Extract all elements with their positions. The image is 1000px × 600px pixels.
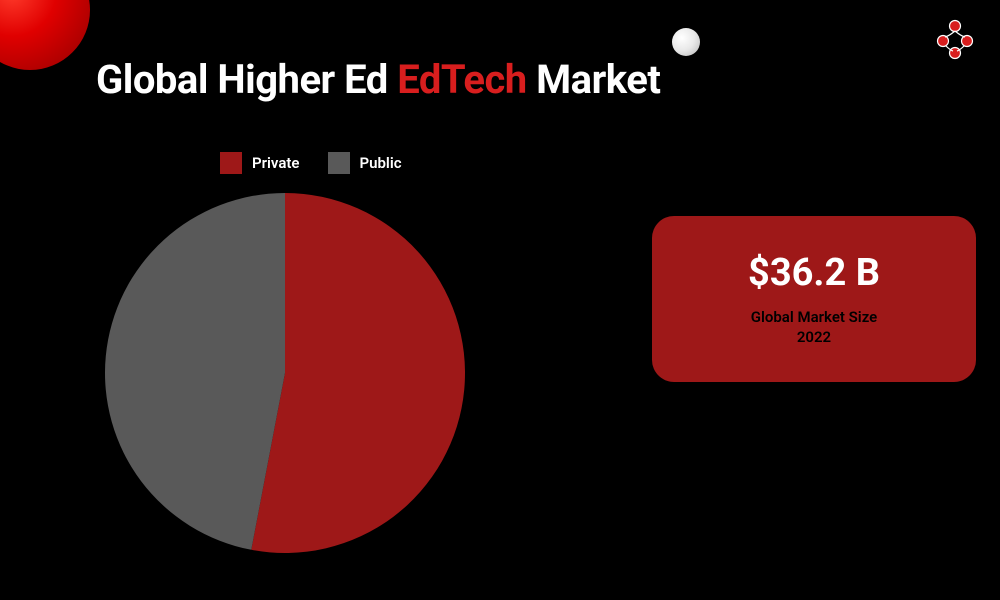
decor-red-sphere [0,0,90,70]
brand-logo-icon [934,18,976,60]
market-size-callout: $36.2 B Global Market Size 2022 [652,216,976,382]
legend-label-private: Private [252,154,300,172]
legend-swatch-public [328,152,350,174]
title-part2: Market [527,56,661,103]
legend-item-private: Private [220,152,300,174]
pie-chart [100,188,470,562]
page-title: Global Higher Ed EdTech Market [96,56,660,103]
pie-svg [100,188,470,558]
pie-slice-public [105,193,285,550]
market-size-value: $36.2 B [748,251,880,295]
market-size-label: Global Market Size 2022 [751,307,878,348]
decor-white-sphere [672,28,700,56]
legend-label-public: Public [360,154,402,172]
legend-swatch-private [220,152,242,174]
title-accent: EdTech [397,56,526,103]
chart-legend: Private Public [220,152,402,174]
title-part1: Global Higher Ed [96,56,397,103]
legend-item-public: Public [328,152,402,174]
